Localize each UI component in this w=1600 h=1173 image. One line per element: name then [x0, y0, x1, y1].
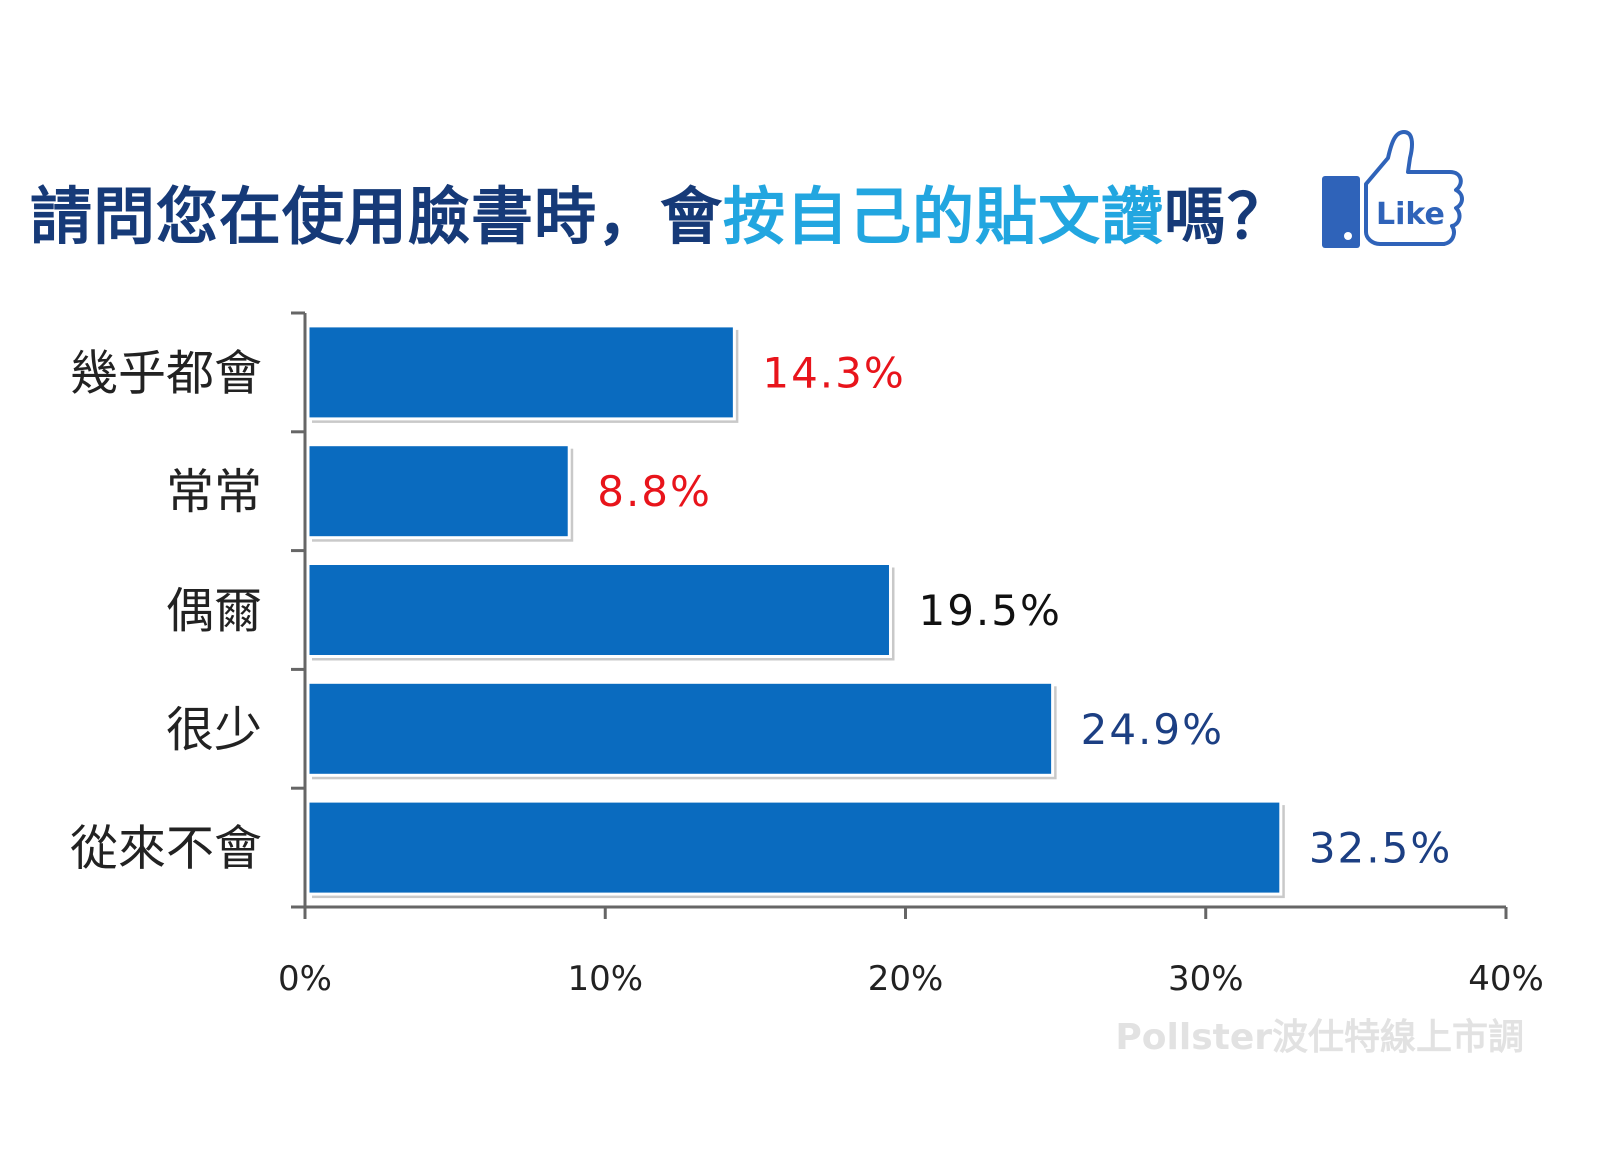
category-label: 常常 [166, 464, 262, 520]
watermark: Pollster波仕特線上市調 [1115, 1017, 1524, 1058]
value-label: 24.9% [1081, 705, 1224, 754]
bar [306, 443, 571, 540]
category-label: 偶爾 [166, 583, 262, 639]
thumbs-up-icon [1322, 130, 1464, 248]
chart-title: 請問您在使用臉書時，會按自己的貼文讚嗎？ [30, 172, 1290, 262]
value-label: 8.8% [597, 467, 712, 516]
category-label: 很少 [166, 702, 262, 758]
value-label: 14.3% [762, 348, 905, 397]
value-label: 32.5% [1309, 824, 1452, 873]
x-tick-label: 40% [1468, 959, 1544, 999]
bar [306, 324, 736, 421]
value-label: 19.5% [918, 586, 1061, 635]
x-tick-label: 0% [278, 959, 332, 999]
bar [306, 799, 1283, 896]
x-tick-label: 20% [868, 959, 944, 999]
x-tick-label: 10% [567, 959, 643, 999]
bar [306, 562, 892, 658]
like-label: Like [1376, 197, 1445, 232]
chart-title-part3: 嗎？ [1164, 180, 1291, 253]
chart-title-highlight: 按自己的貼文讚 [723, 180, 1165, 253]
like-badge: Like [1322, 130, 1464, 248]
chart-title-part1: 請問您在使用臉書時，會 [30, 180, 724, 253]
category-label: 幾乎都會 [70, 345, 262, 401]
x-tick-label: 30% [1168, 959, 1244, 999]
bar [306, 680, 1055, 777]
category-label: 從來不會 [70, 821, 262, 877]
